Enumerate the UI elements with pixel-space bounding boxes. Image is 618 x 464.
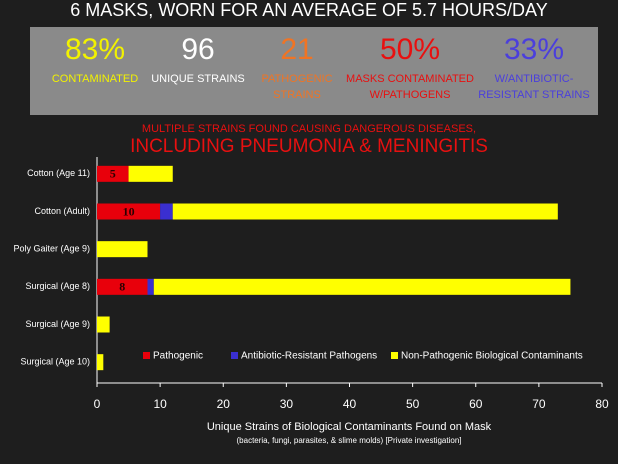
y-tick-label: Surgical (Age 8): [25, 281, 90, 291]
x-tick-label: 80: [595, 397, 609, 411]
note-line: MULTIPLE STRAINS FOUND CAUSING DANGEROUS…: [142, 123, 476, 135]
stat-value: 96: [181, 33, 214, 66]
stat-label: W/PATHOGENS: [370, 89, 451, 101]
x-tick-label: 30: [280, 397, 294, 411]
note-heading: INCLUDING PNEUMONIA & MENINGITIS: [130, 136, 488, 157]
stat-value: 21: [280, 33, 313, 66]
bar-segment: [172, 203, 558, 220]
bar-segment: [97, 165, 129, 182]
stat-label: CONTAMINATED: [52, 73, 138, 85]
stat-label: RESISTANT STRAINS: [478, 89, 589, 101]
stat-label: PATHOGENIC: [261, 73, 332, 85]
x-tick-label: 10: [153, 397, 167, 411]
bar-segment: [97, 241, 148, 258]
stat-label: STRAINS: [273, 89, 321, 101]
bar-segment: [128, 165, 173, 182]
bar-segment: [153, 278, 571, 295]
stats-panel: [30, 27, 598, 115]
bar-segment: [97, 278, 148, 295]
bar-segment: [160, 203, 173, 220]
stat-value: 33%: [504, 33, 564, 66]
y-tick-label: Cotton (Age 11): [27, 168, 90, 178]
x-tick-label: 60: [469, 397, 483, 411]
x-tick-label: 20: [217, 397, 231, 411]
stat-label: W/ANTIBIOTIC-: [495, 73, 574, 85]
bar-segment: [97, 354, 104, 371]
bar-segment: [97, 203, 161, 220]
data-label: 5: [110, 167, 116, 181]
legend-swatch: [143, 352, 150, 359]
y-tick-label: Cotton (Adult): [34, 206, 90, 216]
stat-label: UNIQUE STRAINS: [151, 73, 245, 85]
data-label: 10: [123, 204, 135, 218]
legend-swatch: [391, 352, 398, 359]
y-tick-label: Surgical (Age 10): [20, 357, 90, 367]
x-tick-label: 70: [532, 397, 546, 411]
title: 6 MASKS, WORN FOR AN AVERAGE OF 5.7 HOUR…: [70, 0, 547, 20]
x-tick-label: 40: [343, 397, 357, 411]
y-tick-label: Surgical (Age 9): [25, 319, 90, 329]
bar-segment: [147, 278, 154, 295]
legend-label: Antibiotic-Resistant Pathogens: [241, 351, 377, 362]
legend-swatch: [231, 352, 238, 359]
x-tick-label: 0: [94, 397, 101, 411]
stat-label: MASKS CONTAMINATED: [346, 73, 474, 85]
x-axis-label: Unique Strains of Biological Contaminant…: [207, 421, 492, 433]
x-tick-label: 50: [406, 397, 420, 411]
bar-segment: [97, 316, 110, 333]
y-tick-label: Poly Gaiter (Age 9): [13, 244, 90, 254]
x-axis-sublabel: (bacteria, fungi, parasites, & slime mol…: [237, 436, 462, 445]
legend-label: Pathogenic: [153, 351, 203, 362]
stat-value: 83%: [65, 33, 125, 66]
legend-label: Non-Pathogenic Biological Contaminants: [401, 351, 583, 362]
stat-value: 50%: [380, 33, 440, 66]
data-label: 8: [119, 280, 125, 294]
